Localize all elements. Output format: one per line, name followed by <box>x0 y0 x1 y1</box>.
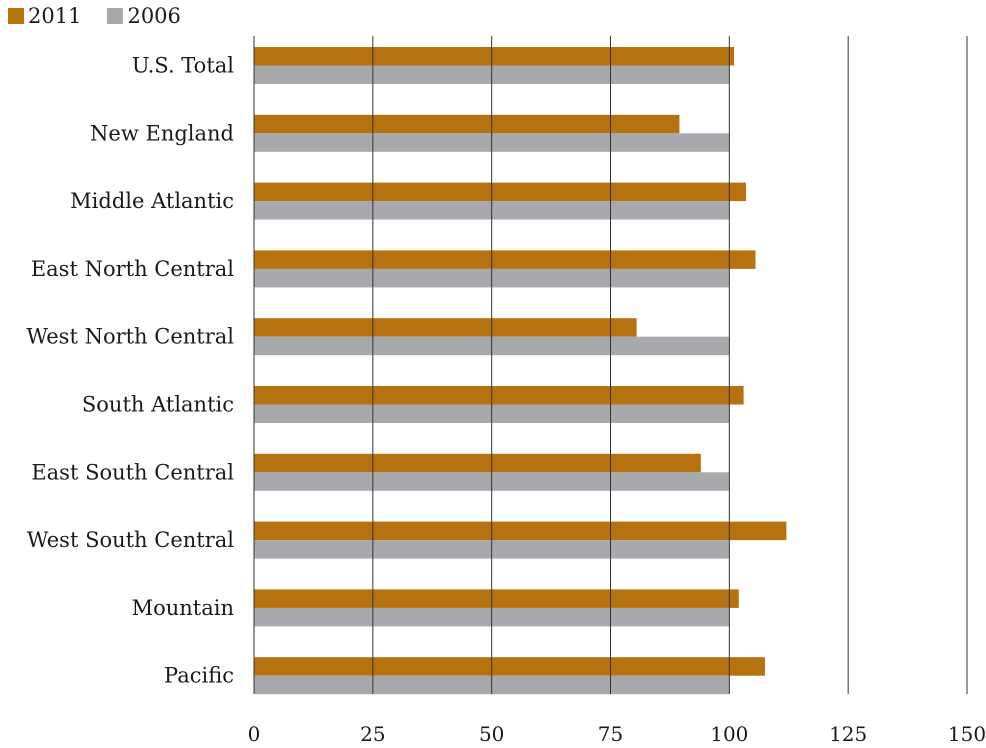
category-label: West North Central <box>26 325 234 349</box>
x-tick-label: 25 <box>360 722 385 746</box>
x-tick-label: 100 <box>710 722 748 746</box>
bar-2011-4 <box>254 318 637 337</box>
bar-2011-2 <box>254 182 746 202</box>
bar-2011-9 <box>254 657 765 676</box>
legend-swatch-2011 <box>8 8 24 24</box>
x-tick-label: 50 <box>479 722 504 746</box>
category-label: Middle Atlantic <box>70 189 234 213</box>
category-label: Pacific <box>164 664 234 688</box>
category-label: U.S. Total <box>132 54 234 78</box>
category-label: Mountain <box>132 596 234 620</box>
bar-2011-7 <box>254 521 787 541</box>
legend-item-2006: 2006 <box>107 4 181 28</box>
category-label: West South Central <box>27 528 234 552</box>
bar-2011-0 <box>254 47 735 66</box>
category-label: East South Central <box>31 460 234 484</box>
x-tick-label: 150 <box>948 722 986 746</box>
bar-2011-6 <box>254 453 701 473</box>
legend-label-2006: 2006 <box>127 4 181 28</box>
bar-2011-5 <box>254 386 744 405</box>
x-tick-label: 125 <box>829 722 867 746</box>
legend-swatch-2006 <box>107 8 124 24</box>
x-tick-label: 75 <box>598 722 623 746</box>
legend-label-2011: 2011 <box>28 4 82 28</box>
legend: 2011 2006 <box>8 4 181 28</box>
category-label: New England <box>90 121 234 145</box>
category-label: East North Central <box>31 257 234 281</box>
legend-item-2011: 2011 <box>8 4 81 28</box>
bar-2011-8 <box>254 589 739 608</box>
category-label: South Atlantic <box>82 393 234 417</box>
x-tick-label: 0 <box>248 722 261 746</box>
bar-2011-1 <box>254 114 680 134</box>
bar-2011-3 <box>254 250 756 269</box>
